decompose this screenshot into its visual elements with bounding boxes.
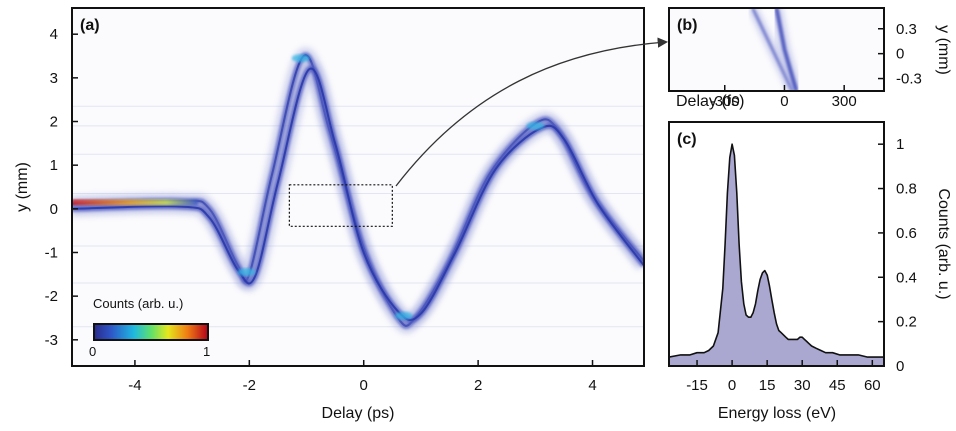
- panel-c-x-tick-label: 30: [794, 377, 811, 394]
- panel-c-y-ticks: 0 0.2 0.4 0.6 0.8 1: [878, 136, 917, 375]
- panel-b-x-tick-label: -300: [710, 93, 740, 110]
- panel-b: -300 0 300 -0.3 0 0.3 (b) Delay (fs) y (mm): [668, 7, 952, 110]
- panel-c-y-label: Counts (arb. u.): [935, 188, 952, 299]
- panel-c-y-tick-label: 0.6: [896, 225, 917, 242]
- panel-a-y-tick-label: -2: [45, 288, 58, 305]
- panel-b-tag: (b): [677, 17, 697, 34]
- trace-2: [72, 67, 644, 321]
- panel-c-y-tick-label: 0.8: [896, 181, 917, 198]
- trace-highlight: [237, 268, 256, 277]
- panel-a-traces: [72, 47, 644, 334]
- panel-a-tag: (a): [80, 17, 100, 34]
- panel-b-x-tick-label: 300: [832, 93, 857, 110]
- zoom-trace-2: [774, 8, 799, 91]
- zoom-arrow: [395, 37, 669, 187]
- panel-c-y-tick-label: 0.4: [896, 269, 917, 286]
- panel-c-y-tick-label: 0: [896, 358, 904, 375]
- panel-a-y-tick-label: -1: [45, 244, 58, 261]
- panel-c-x-ticks: -15 0 15 30 45 60: [686, 360, 881, 394]
- panel-a-y-label: y (mm): [14, 162, 31, 212]
- panel-a-x-label: Delay (ps): [322, 405, 395, 422]
- panel-a-x-ticks: -4 -2 0 2 4: [128, 360, 597, 394]
- colorbar: Counts (arb. u.) 0 1: [89, 296, 210, 359]
- panel-b-x-ticks: -300 0 300: [710, 85, 857, 110]
- panel-a-frame: [71, 7, 645, 367]
- panel-b-y-tick-label: 0.3: [896, 21, 917, 38]
- panel-b-y-label: y (mm): [935, 25, 952, 75]
- colorbar-label: Counts (arb. u.): [93, 296, 183, 311]
- panel-b-y-tick-label: -0.3: [896, 71, 922, 88]
- panel-c-x-tick-label: 60: [864, 377, 881, 394]
- panel-b-y-ticks: -0.3 0 0.3: [878, 21, 922, 88]
- colorbar-min-label: 0: [89, 344, 96, 359]
- panel-c-x-tick-label: 0: [728, 377, 736, 394]
- trace-hot-segment: [72, 199, 198, 206]
- panel-c-x-tick-label: 45: [829, 377, 846, 394]
- panel-b-x-label: Delay (fs): [676, 93, 744, 110]
- spectrum-area: [669, 144, 884, 366]
- panel-a: Counts (arb. u.) 0 1 -4 -2 0 2 4 -3 -2 -1 0 1 2 3 4…: [14, 7, 645, 422]
- panel-b-x-tick-label: 0: [780, 93, 788, 110]
- panel-a-y-tick-label: 3: [50, 70, 58, 87]
- panel-c-x-label: Energy loss (eV): [718, 405, 836, 422]
- panel-a-x-tick-label: -2: [243, 377, 256, 394]
- panel-a-y-tick-label: 4: [50, 26, 58, 43]
- panel-a-y-tick-label: 0: [50, 201, 58, 218]
- panel-a-x-tick-label: 2: [474, 377, 482, 394]
- panel-b-y-tick-label: 0: [896, 46, 904, 63]
- panel-c: -15 0 15 30 45 60 0 0.2 0.4 0.6 0.8 1 (c) Energy l…: [668, 121, 952, 422]
- panel-c-frame: [668, 121, 885, 367]
- spectrum-line: [669, 143, 884, 358]
- colorbar-gradient: [93, 323, 209, 341]
- panel-c-x-tick-label: -15: [686, 377, 708, 394]
- zoom-trace-1: [751, 8, 794, 91]
- panel-a-y-tick-label: -3: [45, 332, 58, 349]
- inset-region-box: [288, 184, 393, 227]
- trace-highlight: [291, 54, 310, 63]
- panel-c-tag: (c): [677, 131, 697, 148]
- panel-c-x-tick-label: 15: [759, 377, 776, 394]
- trace-highlight: [394, 311, 413, 320]
- panel-a-x-tick-label: 0: [360, 377, 368, 394]
- panel-a-x-tick-label: 4: [588, 377, 596, 394]
- panel-b-traces: [748, 8, 803, 91]
- panel-a-y-tick-label: 2: [50, 114, 58, 131]
- panel-a-y-tick-label: 1: [50, 157, 58, 174]
- colorbar-max-label: 1: [203, 344, 210, 359]
- panel-c-y-tick-label: 1: [896, 136, 904, 153]
- trace-highlight: [526, 121, 545, 130]
- panel-c-y-tick-label: 0.2: [896, 314, 917, 331]
- panel-a-x-tick-label: -4: [128, 377, 141, 394]
- panel-b-frame: [668, 7, 885, 92]
- panel-a-background: [72, 8, 644, 366]
